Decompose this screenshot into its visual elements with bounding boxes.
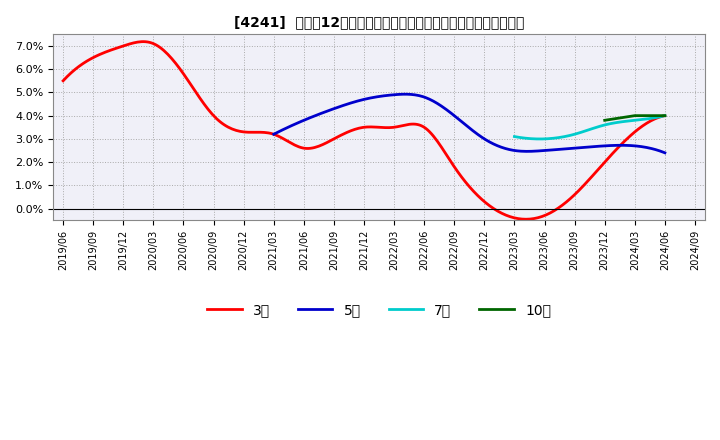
3年 bbox=[660, 113, 669, 118]
10年 bbox=[660, 113, 669, 118]
5年 bbox=[400, 92, 409, 97]
3年 bbox=[417, 123, 426, 128]
5年 bbox=[271, 131, 279, 136]
10年 bbox=[600, 117, 609, 123]
5年 bbox=[269, 132, 278, 137]
7年 bbox=[535, 136, 544, 142]
3年 bbox=[522, 216, 531, 222]
Title: [4241]  売上高12か月移動合計の対前年同期増減率の平均値の推移: [4241] 売上高12か月移動合計の対前年同期増減率の平均値の推移 bbox=[234, 15, 524, 29]
Line: 5年: 5年 bbox=[274, 94, 665, 153]
3年 bbox=[139, 39, 148, 44]
7年 bbox=[510, 134, 519, 139]
5年 bbox=[503, 146, 511, 151]
3年 bbox=[419, 124, 428, 129]
5年 bbox=[625, 143, 634, 148]
3年 bbox=[608, 151, 617, 156]
7年 bbox=[600, 122, 609, 128]
7年 bbox=[603, 122, 611, 127]
Line: 7年: 7年 bbox=[515, 116, 665, 139]
5年 bbox=[600, 143, 609, 148]
5年 bbox=[510, 148, 519, 153]
Line: 10年: 10年 bbox=[605, 116, 665, 120]
7年 bbox=[647, 116, 656, 121]
7年 bbox=[660, 113, 669, 118]
5年 bbox=[660, 150, 669, 155]
3年 bbox=[429, 133, 438, 139]
7年 bbox=[510, 134, 519, 139]
10年 bbox=[631, 113, 639, 118]
3年 bbox=[59, 78, 68, 84]
7年 bbox=[600, 122, 608, 128]
Line: 3年: 3年 bbox=[63, 42, 665, 219]
3年 bbox=[60, 76, 69, 81]
7年 bbox=[637, 117, 646, 122]
3年 bbox=[570, 192, 579, 198]
5年 bbox=[503, 147, 512, 152]
Legend: 3年, 5年, 7年, 10年: 3年, 5年, 7年, 10年 bbox=[202, 298, 557, 323]
